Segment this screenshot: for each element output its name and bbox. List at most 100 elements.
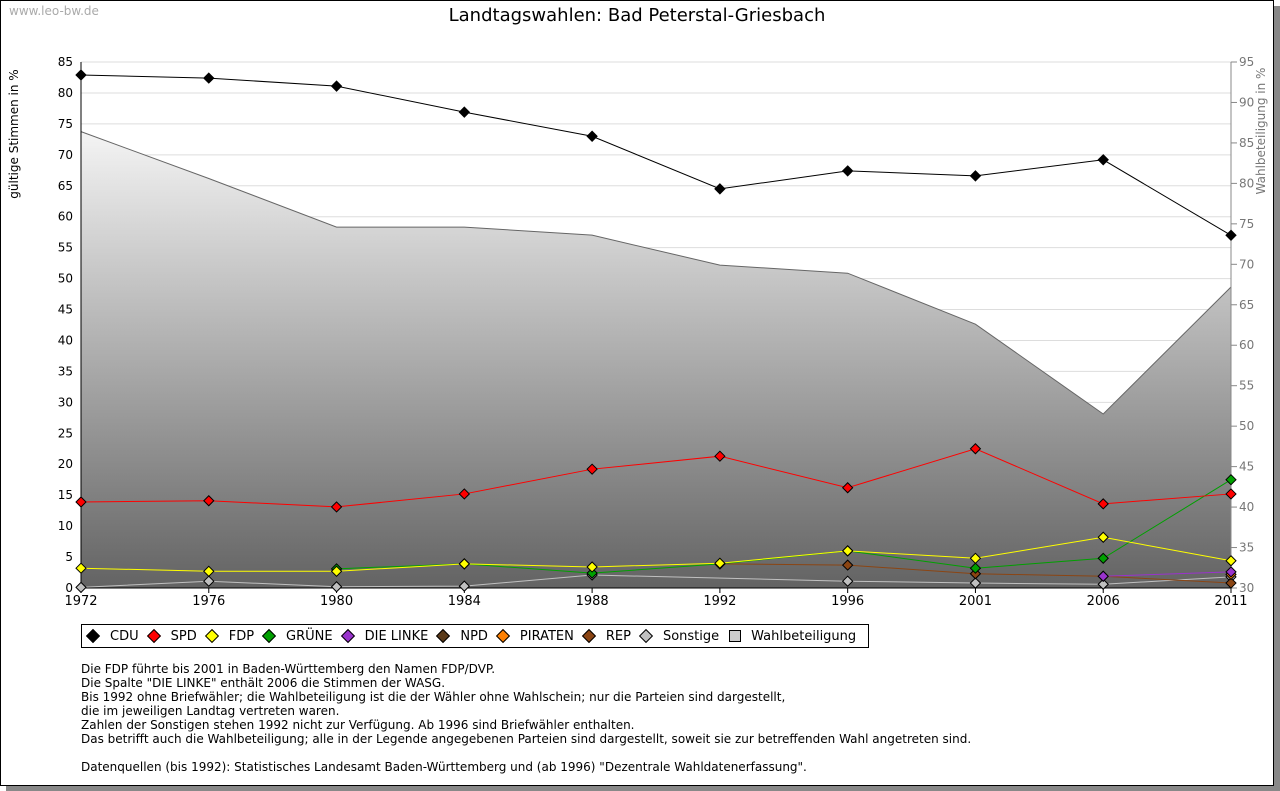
y-tick-label: 60 <box>58 210 73 224</box>
data-point-Sonstige <box>203 575 215 587</box>
y-tick-label: 40 <box>58 333 73 347</box>
legend-item: DIE LINKE <box>340 628 429 644</box>
legend-label: SPD <box>170 628 197 644</box>
legend-marker-icon <box>495 628 510 644</box>
data-point-FDP <box>75 562 87 574</box>
note-line: Die FDP führte bis 2001 in Baden-Württem… <box>81 662 496 676</box>
y2-tick-label: 35 <box>1239 541 1254 555</box>
legend-marker-icon <box>146 628 161 644</box>
y-tick-label: 25 <box>58 426 73 440</box>
legend-label: GRÜNE <box>286 628 333 644</box>
legend-item: GRÜNE <box>261 628 333 644</box>
data-point-SPD <box>458 488 471 500</box>
data-point-SPD <box>969 443 982 455</box>
note-line: Zahlen der Sonstigen stehen 1992 nicht z… <box>81 718 635 732</box>
x-tick-label: 1992 <box>703 594 736 609</box>
turnout-area <box>81 131 1231 588</box>
x-tick-label: 1976 <box>192 594 225 609</box>
y2-tick-label: 60 <box>1239 338 1254 352</box>
legend-marker-icon <box>436 628 451 644</box>
legend: CDU SPD FDP GRÜNE DIE LINKE NPD PIRATEN REP Sons… <box>81 624 870 648</box>
data-point-FDP <box>969 552 982 565</box>
data-point-FDP <box>330 565 343 577</box>
data-point-Sonstige <box>841 575 854 587</box>
chart-title: Landtagswahlen: Bad Peterstal-Griesbach <box>448 5 826 26</box>
data-point-Sonstige <box>969 577 982 589</box>
y-tick-label: 20 <box>58 457 73 471</box>
y2-tick-label: 70 <box>1239 257 1254 271</box>
data-point-REP <box>1225 577 1237 589</box>
y2-tick-label: 45 <box>1239 460 1254 474</box>
data-point-FDP <box>714 557 726 569</box>
legend-marker-icon <box>261 628 277 644</box>
legend-item: CDU <box>85 628 139 644</box>
data-point-Sonstige <box>1097 578 1109 590</box>
y-tick-label: 50 <box>58 272 73 286</box>
legend-label: REP <box>605 628 631 644</box>
y-tick-label: 0 <box>65 581 73 595</box>
legend-label: Wahlbeteiligung <box>751 628 857 644</box>
y-tick-label: 35 <box>58 364 73 378</box>
data-point-GRÜNE <box>969 562 982 574</box>
data-point-CDU <box>203 72 215 84</box>
note-line: Bis 1992 ohne Briefwähler; die Wahlbetei… <box>81 690 786 704</box>
legend-label: PIRATEN <box>519 628 574 644</box>
y-tick-label: 45 <box>58 303 73 317</box>
data-point-GRÜNE <box>586 567 598 579</box>
y2-tick-label: 40 <box>1239 500 1254 514</box>
legend-label: DIE LINKE <box>364 628 429 644</box>
y-tick-label: 15 <box>58 488 73 502</box>
y2-tick-label: 50 <box>1239 419 1254 433</box>
y-tick-label: 70 <box>58 148 73 162</box>
data-point-CDU <box>841 165 854 177</box>
data-point-CDU <box>458 106 471 118</box>
data-point-SPD <box>586 463 598 475</box>
y-tick-label: 5 <box>65 550 73 564</box>
data-point-CDU <box>586 130 598 142</box>
legend-item: FDP <box>204 629 254 644</box>
data-point-SPD <box>714 450 726 462</box>
x-tick-label: 1996 <box>831 594 864 609</box>
note-line: Datenquellen (bis 1992): Statistisches L… <box>81 760 807 774</box>
data-point-FDP <box>841 545 854 557</box>
y2-axis-label: Wahlbeteiligung in % <box>1254 68 1268 195</box>
data-point-GRÜNE <box>1225 473 1237 486</box>
y2-tick-label: 80 <box>1239 176 1254 190</box>
y2-tick-label: 95 <box>1239 55 1254 69</box>
data-point-Sonstige <box>330 581 343 593</box>
data-point-SPD <box>330 501 343 513</box>
x-tick-label: 1972 <box>64 594 97 609</box>
series-line-CDU <box>80 74 1232 236</box>
y-axis-label: gültige Stimmen in % <box>7 69 21 198</box>
legend-item: PIRATEN <box>495 628 574 644</box>
legend-marker-icon <box>85 628 101 644</box>
x-tick-label: 1988 <box>576 594 609 609</box>
y2-tick-label: 75 <box>1239 217 1254 231</box>
x-tick-label: 2011 <box>1214 594 1247 609</box>
data-point-SPD <box>1225 488 1237 500</box>
data-point-FDP <box>1097 531 1109 543</box>
data-point-FDP <box>586 561 598 573</box>
legend-label: Sonstige <box>662 628 720 644</box>
note-line: Das betrifft auch die Wahlbeteiligung; a… <box>81 732 972 746</box>
series-line-SPD <box>80 448 1232 508</box>
data-point-SPD <box>75 496 87 508</box>
data-point-FDP <box>203 565 215 577</box>
legend-label: NPD <box>460 628 488 644</box>
legend-item: SPD <box>146 628 197 644</box>
legend-item: REP <box>581 628 631 644</box>
data-point-SPD <box>841 482 854 494</box>
legend-label: CDU <box>110 628 139 644</box>
y2-tick-label: 85 <box>1239 136 1254 150</box>
data-point-CDU <box>75 69 87 81</box>
legend-marker-icon <box>729 630 742 642</box>
y-tick-label: 85 <box>58 55 73 69</box>
data-point-Sonstige <box>75 581 87 594</box>
data-point-FDP <box>1225 555 1237 567</box>
note-line: die im jeweiligen Landtag vertreten ware… <box>81 704 340 718</box>
y2-tick-label: 55 <box>1239 379 1254 393</box>
legend-marker-icon <box>638 628 654 644</box>
note-line <box>81 746 971 760</box>
legend-marker-icon <box>340 628 355 644</box>
